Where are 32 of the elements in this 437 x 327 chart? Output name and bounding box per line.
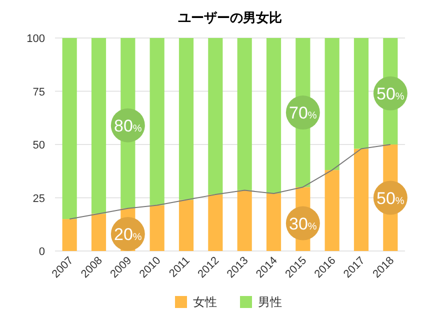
bar — [208, 194, 223, 251]
y-tick-label: 100 — [26, 33, 45, 45]
chart-title: ユーザーの男女比 — [178, 10, 282, 25]
bar — [237, 190, 252, 251]
bar — [150, 38, 164, 206]
bar — [324, 38, 340, 170]
bar — [62, 219, 77, 251]
annotation: 30% — [289, 214, 317, 234]
bar — [91, 214, 106, 251]
bar — [237, 38, 252, 190]
annotation: 50% — [376, 84, 404, 104]
bar — [178, 200, 194, 251]
y-tick-label: 50 — [32, 140, 45, 152]
bar — [354, 148, 369, 251]
y-tick-label: 0 — [38, 246, 45, 258]
bar — [266, 193, 282, 251]
annotation: 20% — [114, 224, 142, 244]
annotation: 80% — [114, 116, 142, 136]
bar — [150, 205, 164, 251]
y-tick-label: 25 — [32, 192, 45, 205]
annotation: 70% — [289, 104, 317, 123]
bar — [266, 38, 282, 194]
y-tick-label: 75 — [32, 86, 45, 98]
bar — [91, 38, 106, 214]
annotation: 50% — [376, 188, 404, 208]
legend-label: 男性 — [258, 295, 282, 309]
bar — [178, 38, 194, 200]
bar — [62, 38, 77, 220]
bar — [324, 170, 340, 251]
bar — [354, 38, 369, 149]
bar — [208, 38, 223, 195]
legend-label: 女性 — [193, 295, 217, 309]
